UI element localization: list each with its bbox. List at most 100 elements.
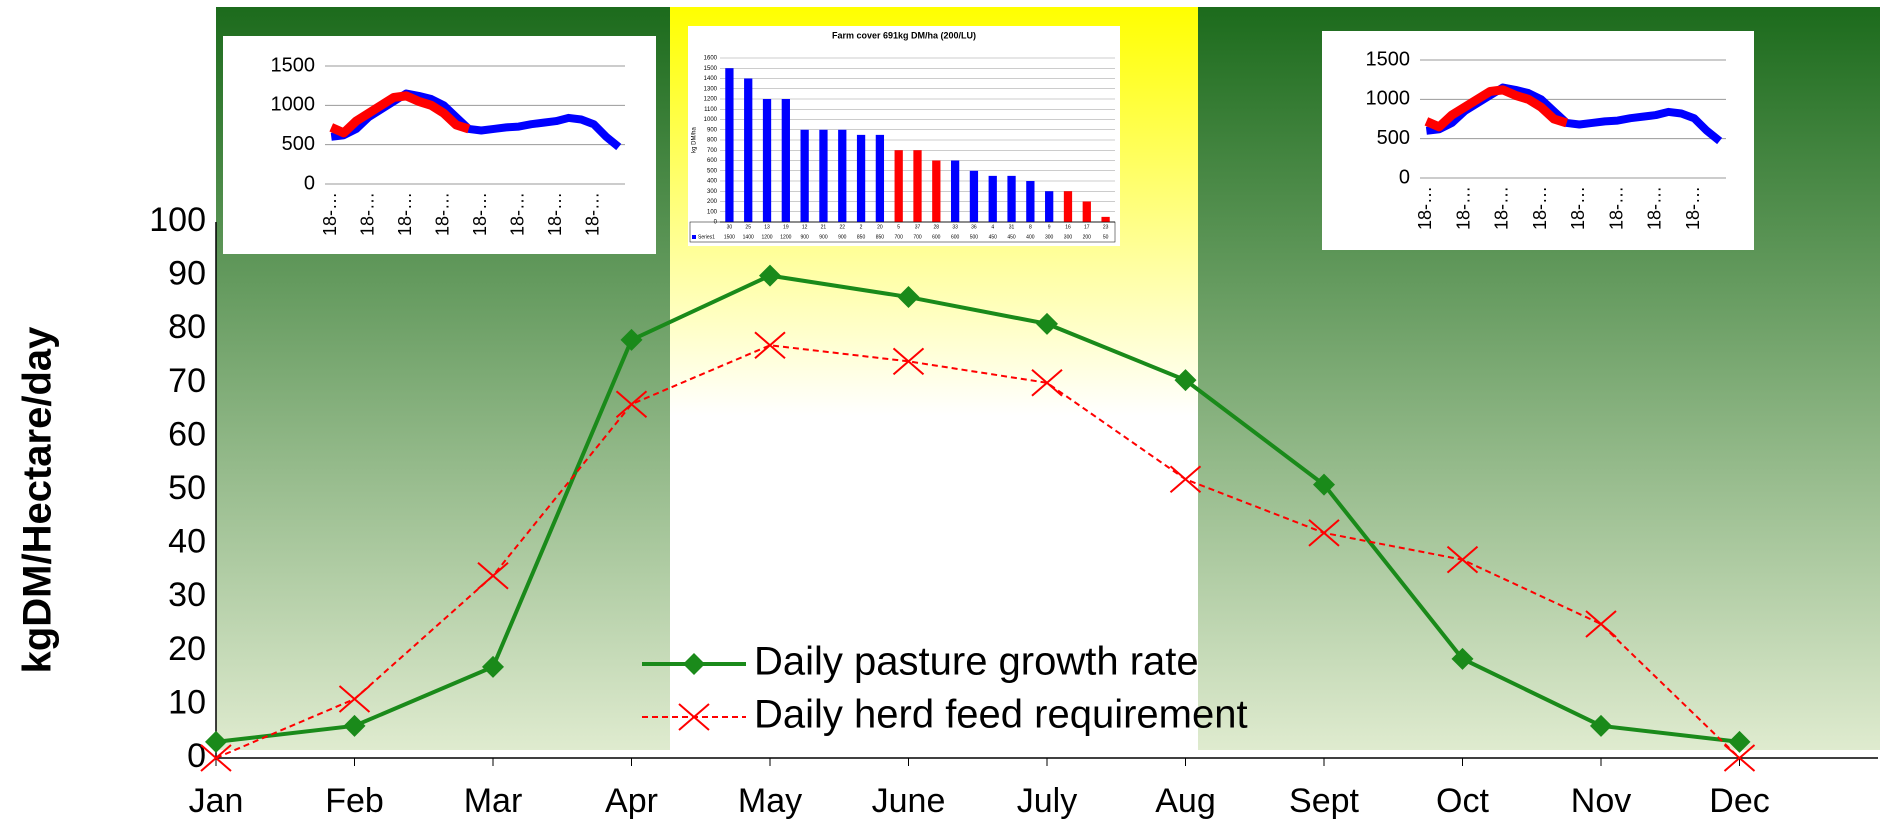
bar [744,78,753,222]
table-category: 36 [971,224,977,230]
data-point [1308,519,1340,547]
table-border [689,221,1116,243]
y-tick-label: 100 [707,209,718,215]
table-category: 2 [860,224,863,230]
y-tick-label: 100 [149,201,206,239]
y-tick-label: 90 [168,255,206,293]
bar [1101,216,1110,222]
bar [932,160,941,222]
table-value: 1200 [780,234,791,240]
table-value: 600 [951,234,960,240]
y-tick-label: 1200 [704,97,718,103]
table-value: 900 [819,234,828,240]
table-category: 16 [1065,224,1071,230]
x-tick-label: 18-… [470,192,490,236]
x-tick-label: 18-… [1492,186,1512,230]
x-tick-label: Aug [1155,782,1216,820]
x-tick-label: 18-… [433,192,453,236]
bar [762,99,772,222]
x-tick-label: 18-… [320,192,340,236]
table-value: 900 [838,234,847,240]
x-tick-label: Apr [605,782,658,820]
y-tick-label: 1300 [704,86,718,92]
y-tick-label: 20 [168,630,206,668]
y-tick-label: 1000 [704,117,718,123]
table-value: 300 [1045,234,1054,240]
x-tick-label: 18-… [1530,186,1550,230]
data-point [1590,714,1612,737]
table-category: 30 [727,224,733,230]
bar [800,129,809,222]
data-point [620,328,643,351]
data-point [1174,369,1197,392]
bar [894,150,903,222]
x-tick-label: 18-… [358,192,378,236]
table-value: 50 [1103,234,1109,240]
data-point [1036,312,1058,335]
table-value: 500 [970,234,979,240]
y-tick-label: 200 [707,199,718,205]
bar [781,99,790,222]
bar [875,134,885,222]
y-tick-label: 1500 [1366,48,1411,70]
y-tick-label: 50 [168,469,206,507]
y-tick-label: 500 [282,133,315,155]
table-category: 20 [877,224,883,230]
bar [988,175,997,222]
x-tick-label: 18-… [1645,186,1665,230]
y-tick-label: 300 [707,189,718,195]
y-tick-label: 1600 [704,56,718,62]
table-category: 25 [745,224,751,230]
data-point [892,347,925,376]
table-value: 450 [989,234,998,240]
y-tick-label: 0 [714,220,718,226]
x-tick-label: Oct [1436,782,1489,820]
data-point [205,730,227,753]
data-point [1585,610,1617,638]
series-line [215,344,1741,759]
x-tick-label: 18-… [1415,186,1435,230]
table-category: 33 [952,224,958,230]
bar [819,129,828,222]
y-tick-label: 40 [168,523,206,561]
x-tick-label: 18-… [508,192,528,236]
bar [1082,201,1091,222]
bar [913,150,922,222]
table-value: 700 [895,234,904,240]
table-value: 450 [1007,234,1016,240]
x-tick-label: Nov [1571,782,1631,820]
data-point [200,744,232,772]
data-point [477,562,509,590]
legend-marker [678,703,710,731]
table-value: 1200 [761,234,772,240]
table-value: 1500 [724,234,735,240]
data-point [897,286,920,309]
table-category: 4 [991,224,994,230]
x-tick-label: July [1017,782,1077,820]
bar [1045,191,1054,222]
y-tick-label: 1100 [704,107,718,113]
y-tick-label: 30 [168,576,206,614]
y-tick-label: 0 [1399,166,1410,188]
y-tick-label: 900 [707,127,718,133]
table-category: 21 [821,224,827,230]
y-tick-label: 70 [168,362,206,400]
x-tick-label: Dec [1709,782,1769,820]
data-point [1169,465,1202,494]
data-point [615,390,648,418]
bar [725,68,734,222]
table-category: 37 [915,224,921,230]
table-category: 19 [783,224,789,230]
y-tick-label: 700 [707,148,718,154]
data-point [754,331,786,360]
legend-label: Daily pasture growth rate [754,640,1199,684]
y-tick-label: 400 [707,179,718,185]
table-value: 700 [913,234,922,240]
y-tick-label: 1500 [704,66,718,72]
y-tick-label: 1400 [704,76,718,82]
data-point [482,655,504,678]
table-category: 9 [1048,224,1051,230]
bar [950,160,960,222]
y-tick-label: 0 [304,172,315,194]
table-category: 12 [802,224,808,230]
